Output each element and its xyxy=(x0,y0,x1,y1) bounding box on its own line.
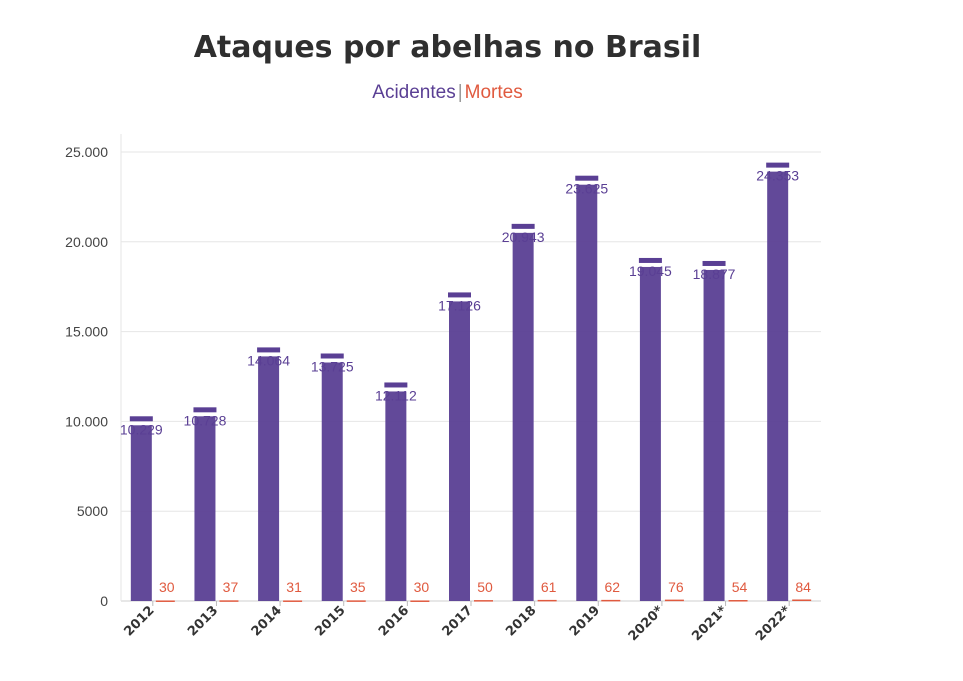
data-label-mortes: 76 xyxy=(668,579,684,595)
data-label-mortes: 37 xyxy=(223,579,239,595)
bar-acidentes-cap xyxy=(320,353,344,359)
data-label-acidentes: 10.728 xyxy=(184,412,227,428)
data-label-mortes: 84 xyxy=(795,579,811,595)
data-label-mortes: 54 xyxy=(732,579,748,595)
bar-mortes xyxy=(346,600,366,602)
bar-mortes xyxy=(792,599,812,601)
legend-separator: | xyxy=(457,82,463,103)
y-tick-label: 15.000 xyxy=(65,324,108,340)
data-label-acidentes: 12.112 xyxy=(375,387,417,403)
data-label-mortes: 31 xyxy=(286,579,302,595)
bar-acidentes-cap xyxy=(766,162,790,168)
bar-acidentes xyxy=(130,425,152,601)
bar-acidentes xyxy=(258,356,280,601)
chart-title: Ataques por abelhas no Brasil xyxy=(193,30,702,65)
data-label-acidentes: 17.126 xyxy=(438,297,481,313)
data-label-mortes: 35 xyxy=(350,579,366,595)
data-label-acidentes: 19.045 xyxy=(629,263,672,279)
x-tick-label: 2015 xyxy=(312,603,348,639)
bar-mortes xyxy=(219,600,239,602)
bar-mortes xyxy=(664,599,684,602)
bar-acidentes-cap xyxy=(511,223,535,229)
data-label-acidentes: 18.877 xyxy=(693,266,736,282)
bar-acidentes xyxy=(385,391,407,601)
bar-acidentes xyxy=(321,362,343,601)
data-label-acidentes: 14.064 xyxy=(247,352,290,368)
x-tick-label: 2016 xyxy=(376,603,412,639)
bar-mortes xyxy=(728,600,748,602)
data-label-acidentes: 20.943 xyxy=(502,229,545,245)
x-tick-label: 2012 xyxy=(121,603,157,639)
y-tick-label: 20.000 xyxy=(65,234,108,250)
x-tick-label: 2018 xyxy=(503,603,539,639)
bar-mortes xyxy=(601,599,621,602)
legend-item-mortes: Mortes xyxy=(464,82,523,103)
bar-acidentes xyxy=(194,416,216,601)
x-tick-label: 2019 xyxy=(567,603,603,639)
legend-item-acidentes: Acidentes xyxy=(372,82,456,103)
chart-legend: Acidentes | Mortes xyxy=(0,82,895,104)
x-tick-label: 2022* xyxy=(753,603,794,644)
bar-acidentes-cap xyxy=(448,292,471,298)
bar-acidentes xyxy=(576,184,598,601)
data-label-mortes: 30 xyxy=(414,579,430,595)
y-tick-label: 10.000 xyxy=(65,413,108,429)
bar-acidentes-cap xyxy=(193,407,217,413)
data-label-acidentes: 13.725 xyxy=(311,358,354,374)
x-tick-label: 2014 xyxy=(249,603,285,639)
y-tick-label: 0 xyxy=(100,593,108,609)
bar-mortes xyxy=(410,600,430,602)
bar-acidentes-cap xyxy=(257,347,281,353)
bar-acidentes xyxy=(639,266,661,601)
x-tick-label: 2020* xyxy=(626,603,667,644)
data-label-acidentes: 24.353 xyxy=(756,168,799,184)
bar-mortes xyxy=(283,600,303,602)
data-label-mortes: 62 xyxy=(604,579,620,595)
bar-mortes xyxy=(537,599,557,602)
y-tick-label: 5000 xyxy=(77,503,108,519)
bar-mortes xyxy=(474,600,493,602)
data-label-mortes: 50 xyxy=(477,579,493,595)
bar-acidentes-cap xyxy=(638,257,662,263)
x-tick-label: 2017 xyxy=(440,603,476,639)
data-label-mortes: 30 xyxy=(159,579,175,595)
bar-acidentes xyxy=(512,232,534,602)
bar-mortes xyxy=(155,600,175,602)
bar-acidentes xyxy=(449,301,470,601)
data-label-acidentes: 10.229 xyxy=(120,421,163,437)
bar-acidentes xyxy=(703,269,725,601)
bar-acidentes-cap xyxy=(702,260,726,266)
bar-acidentes-cap xyxy=(384,382,408,388)
data-label-acidentes: 23.625 xyxy=(565,181,608,197)
bar-acidentes xyxy=(767,171,789,601)
data-label-mortes: 61 xyxy=(541,579,557,595)
bar-acidentes-cap xyxy=(129,416,153,422)
bar-acidentes-cap xyxy=(575,175,599,181)
x-tick-label: 2021* xyxy=(689,603,730,644)
y-tick-label: 25.000 xyxy=(65,144,108,160)
x-tick-label: 2013 xyxy=(185,603,221,639)
